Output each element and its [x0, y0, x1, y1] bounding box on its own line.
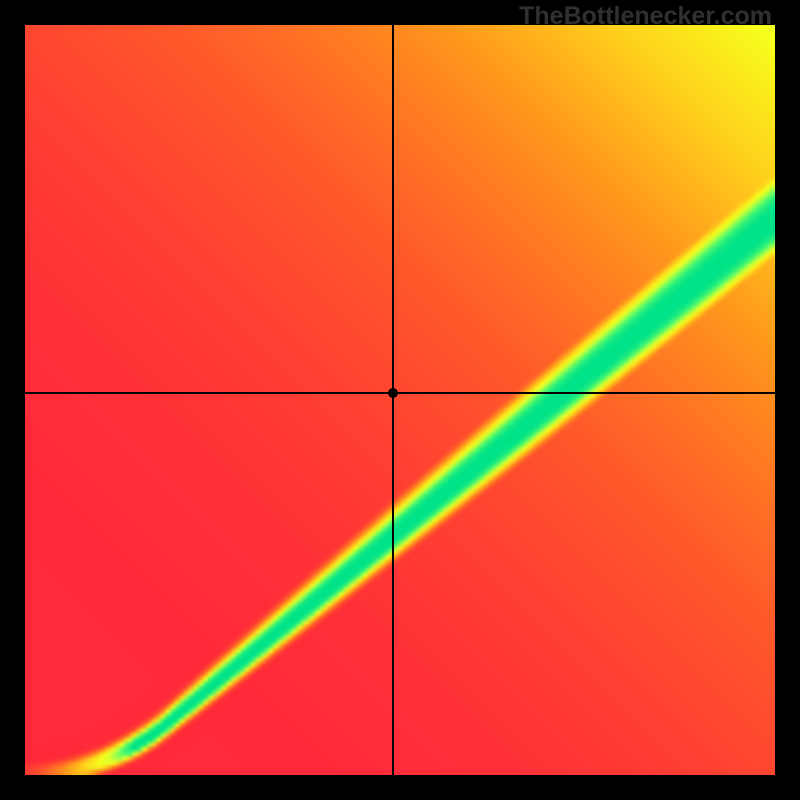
crosshair-marker [388, 388, 398, 398]
bottleneck-heatmap [25, 25, 775, 775]
watermark-text: TheBottlenecker.com [519, 2, 772, 31]
crosshair-vertical [392, 25, 394, 775]
crosshair-horizontal [25, 392, 775, 394]
